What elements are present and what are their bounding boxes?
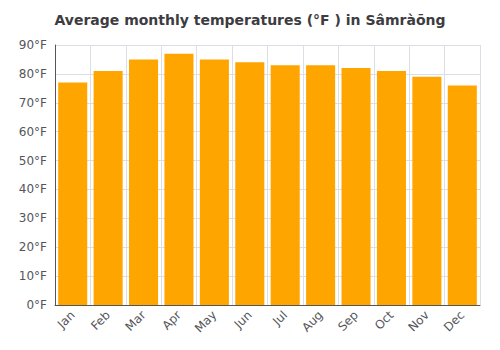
svg-text:Apr: Apr [159, 308, 184, 333]
svg-text:May: May [192, 308, 219, 335]
svg-text:Jul: Jul [269, 308, 290, 329]
svg-text:Sep: Sep [335, 308, 361, 334]
svg-text:Mar: Mar [123, 308, 149, 334]
svg-text:30°F: 30°F [19, 211, 47, 225]
svg-text:10°F: 10°F [19, 269, 47, 283]
svg-text:Jun: Jun [231, 308, 255, 332]
svg-text:90°F: 90°F [19, 38, 47, 52]
svg-text:Dec: Dec [441, 308, 467, 334]
svg-text:Jan: Jan [54, 308, 78, 332]
svg-text:Average monthly temperatures (: Average monthly temperatures (°F ) in Sâ… [54, 12, 445, 28]
svg-text:60°F: 60°F [19, 125, 47, 139]
svg-text:0°F: 0°F [26, 298, 47, 312]
svg-text:40°F: 40°F [19, 182, 47, 196]
svg-text:Nov: Nov [405, 308, 431, 334]
svg-text:70°F: 70°F [19, 96, 47, 110]
svg-text:80°F: 80°F [19, 67, 47, 81]
svg-text:Feb: Feb [88, 308, 113, 333]
svg-text:50°F: 50°F [19, 154, 47, 168]
svg-text:20°F: 20°F [19, 240, 47, 254]
svg-text:Oct: Oct [372, 308, 397, 333]
svg-text:Aug: Aug [299, 308, 325, 334]
